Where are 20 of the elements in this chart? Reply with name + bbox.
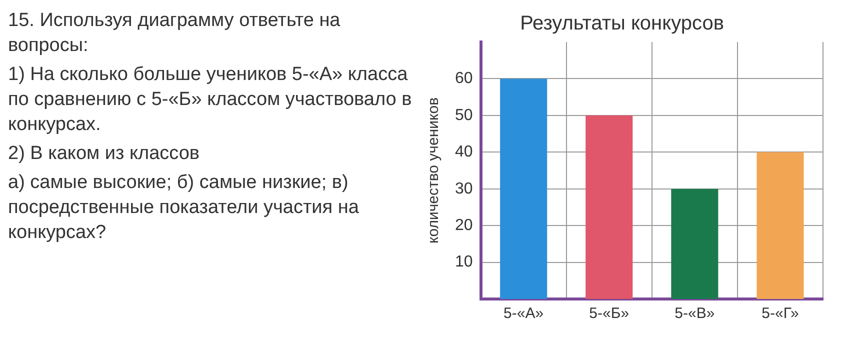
x-tick-label: 5-«В» bbox=[674, 305, 715, 322]
y-tick-label: 50 bbox=[455, 106, 473, 124]
y-axis-title: количество учеников bbox=[425, 97, 442, 244]
y-tick-label: 40 bbox=[455, 144, 473, 161]
bar bbox=[671, 188, 718, 299]
text: 1) На сколько больше учеников 5-«А» класса по сравнению с 5-«Б» классом участвовало в конкурсах. bbox=[8, 63, 413, 137]
text: 15. Используя диаграмму ответьте на вопросы: bbox=[8, 9, 342, 58]
bar bbox=[756, 152, 804, 299]
bar bbox=[500, 78, 548, 299]
y-tick-label: 20 bbox=[455, 216, 473, 234]
chart-title: Результаты конкурсов bbox=[520, 12, 724, 35]
text: 2) В каком из классов bbox=[8, 142, 201, 166]
y-tick-label: 30 bbox=[455, 180, 473, 198]
x-tick-label: 5-«Г» bbox=[762, 305, 799, 322]
bar bbox=[586, 115, 633, 299]
text: а) самые высокие; б) самые низкие; в) посредственные показатели участия на конкурсах? bbox=[8, 171, 360, 245]
y-tick-label: 10 bbox=[455, 254, 473, 271]
x-tick-label: 5-«А» bbox=[504, 305, 544, 322]
x-tick-label: 5-«Б» bbox=[589, 305, 630, 322]
y-tick-label: 60 bbox=[455, 70, 473, 88]
